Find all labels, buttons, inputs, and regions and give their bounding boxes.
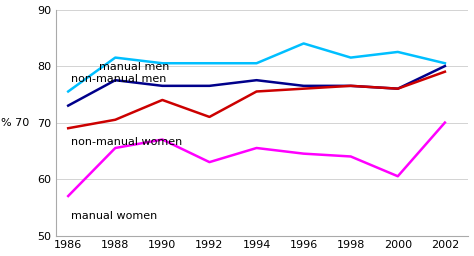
Text: non-manual men: non-manual men	[71, 74, 166, 84]
Y-axis label: % 70: % 70	[1, 118, 29, 128]
Text: manual men: manual men	[99, 62, 169, 72]
Text: non-manual women: non-manual women	[71, 137, 182, 147]
Text: manual women: manual women	[71, 211, 157, 221]
